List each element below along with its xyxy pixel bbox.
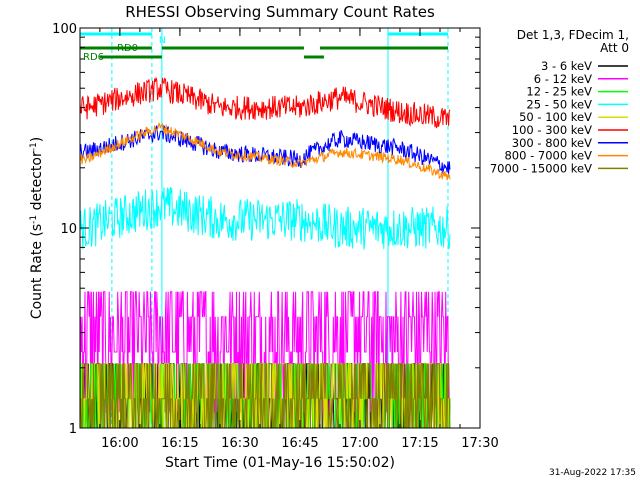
x-tick-label: 16:30	[221, 436, 258, 451]
legend-label-2: 12 - 25 keV	[526, 85, 592, 99]
x-tick-label: 16:00	[101, 436, 138, 451]
axis-ticks: 16:00 16:15 16:30 16:45 17:00 17:15 17:30 1 10 10…	[52, 22, 499, 451]
legend-title-line2: Att 0	[600, 41, 629, 55]
legend-label-5: 100 - 300 keV	[512, 123, 592, 137]
legend-label-0: 3 - 6 keV	[541, 59, 592, 73]
series-line-6	[79, 124, 451, 175]
x-tick-label: 17:00	[341, 436, 378, 451]
chart-title: RHESSI Observing Summary Count Rates	[125, 3, 435, 21]
plot-area	[79, 28, 451, 429]
x-tick-label: 16:45	[281, 436, 318, 451]
annotation-rd0: RD0	[117, 43, 138, 54]
x-tick-label: 16:15	[161, 436, 198, 451]
legend-label-6: 300 - 800 keV	[512, 136, 592, 150]
legend-title-line1: Det 1,3, FDecim 1,	[517, 28, 629, 42]
x-axis-label: Start Time (01-May-16 15:50:02)	[165, 455, 395, 471]
legend-label-7: 800 - 7000 keV	[504, 149, 592, 163]
legend-label-8: 7000 - 15000 keV	[490, 161, 592, 175]
legend-label-4: 50 - 100 keV	[519, 110, 592, 124]
x-tick-label: 17:30	[461, 436, 498, 451]
x-tick-label: 17:15	[401, 436, 438, 451]
y-tick-label: 100	[52, 22, 77, 37]
series-line-3	[79, 187, 451, 250]
series-line-5	[79, 76, 451, 129]
footer-date: 31-Aug-2022 17:35	[549, 468, 636, 478]
series-line-7	[79, 122, 451, 181]
y-tick-label: 1	[69, 422, 77, 437]
y-tick-label: 10	[60, 222, 77, 237]
y-axis-label: Count Rate (s-1 detector-1)	[29, 137, 45, 319]
legend-label-1: 6 - 12 keV	[534, 72, 592, 86]
annotation-rd6: RD6	[83, 52, 104, 63]
legend-label-3: 25 - 50 keV	[526, 97, 592, 111]
annotation-n: N	[159, 36, 166, 46]
